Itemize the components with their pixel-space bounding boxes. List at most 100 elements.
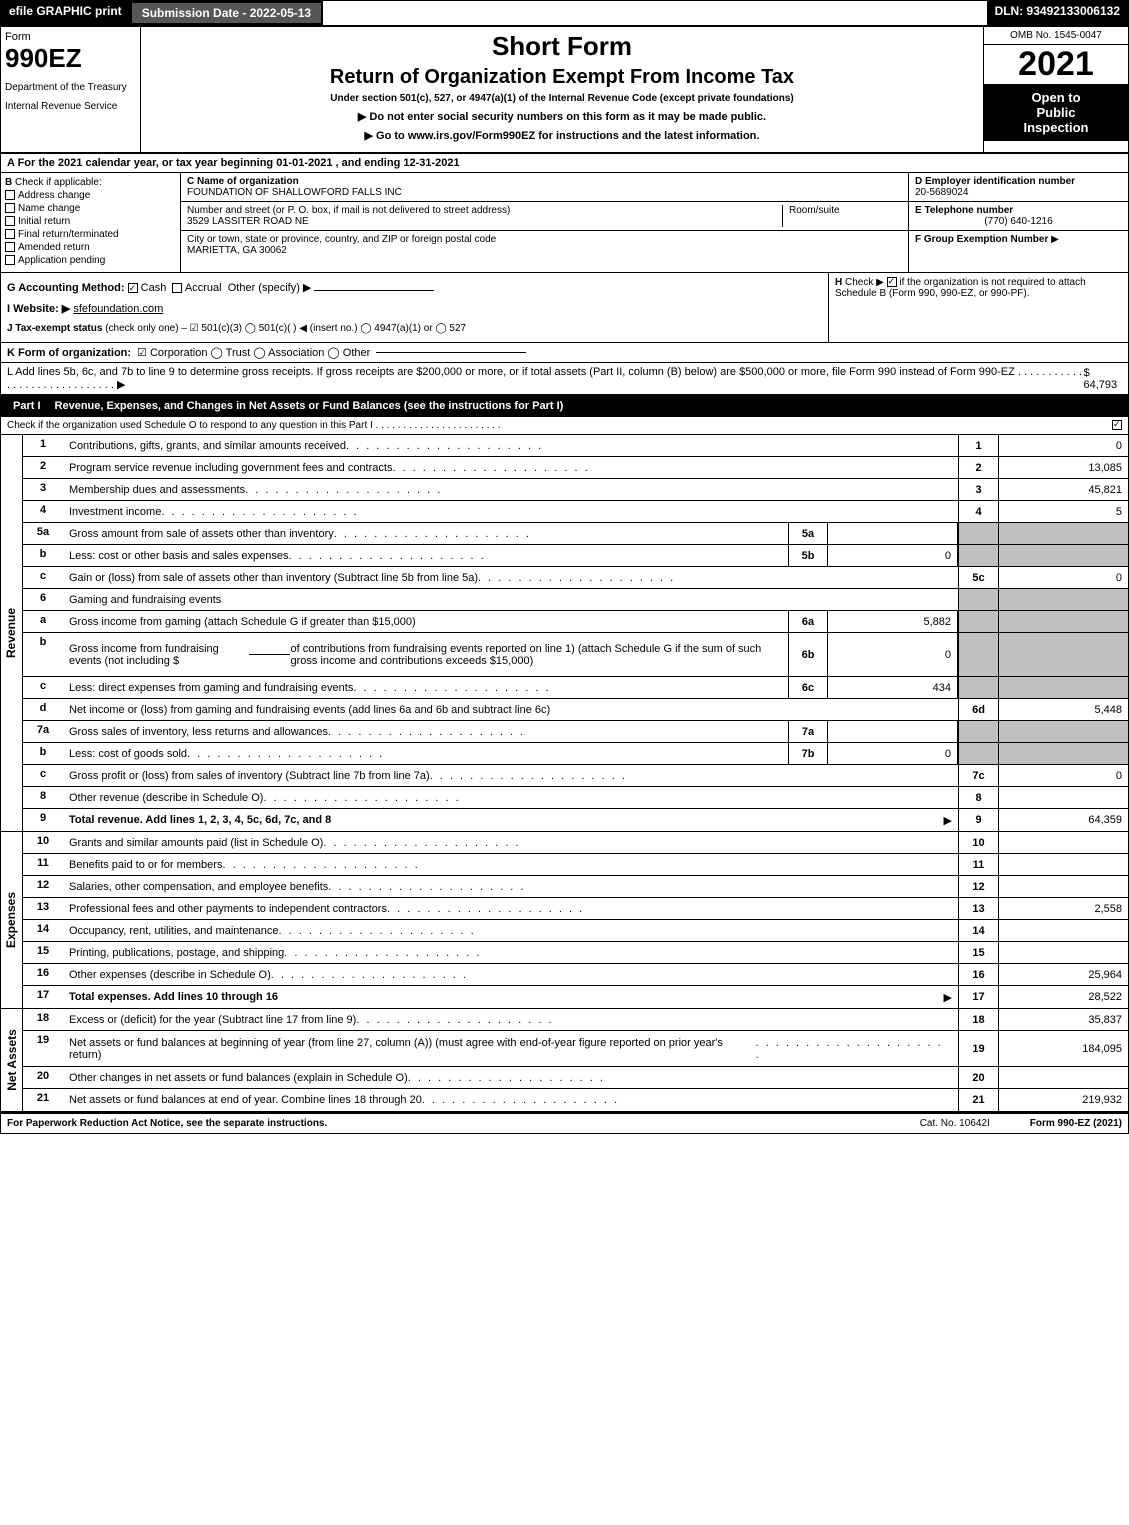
- chk-amended[interactable]: Amended return: [5, 242, 176, 253]
- line-5c: cGain or (loss) from sale of assets othe…: [23, 567, 1128, 589]
- efile-label: efile GRAPHIC print: [1, 1, 130, 25]
- l-amount: $ 64,793: [1083, 367, 1122, 391]
- chk-accrual[interactable]: [172, 283, 182, 293]
- dept-treasury: Department of the Treasury: [5, 82, 136, 93]
- page-footer: For Paperwork Reduction Act Notice, see …: [1, 1113, 1128, 1133]
- header-mid: Short Form Return of Organization Exempt…: [141, 27, 983, 152]
- line-12: 12Salaries, other compensation, and empl…: [23, 876, 1128, 898]
- form-word: Form: [5, 31, 136, 43]
- ein-val: 20-5689024: [915, 187, 1122, 198]
- short-form-title: Short Form: [145, 31, 979, 62]
- line-18: 18Excess or (deficit) for the year (Subt…: [23, 1009, 1128, 1031]
- grp-row: F Group Exemption Number ▶: [909, 231, 1128, 248]
- form-990ez: efile GRAPHIC print Submission Date - 20…: [0, 0, 1129, 1134]
- chk-pending[interactable]: Application pending: [5, 255, 176, 266]
- line-7b: bLess: cost of goods sold7b0: [23, 743, 1128, 765]
- line-19: 19Net assets or fund balances at beginni…: [23, 1031, 1128, 1067]
- part-i-label: Part I: [7, 398, 47, 414]
- open-line2: Public: [990, 105, 1122, 120]
- chk-name-change[interactable]: Name change: [5, 203, 176, 214]
- line-3: 3Membership dues and assessments345,821: [23, 479, 1128, 501]
- g-accounting: G Accounting Method: Cash Accrual Other …: [1, 273, 828, 342]
- line-16: 16Other expenses (describe in Schedule O…: [23, 964, 1128, 986]
- line-6a: aGross income from gaming (attach Schedu…: [23, 611, 1128, 633]
- form-header: Form 990EZ Department of the Treasury In…: [1, 27, 1128, 154]
- chk-h[interactable]: [887, 277, 897, 287]
- line-6c: cLess: direct expenses from gaming and f…: [23, 677, 1128, 699]
- g-label: G Accounting Method:: [7, 282, 125, 294]
- side-revenue: Revenue: [1, 435, 23, 831]
- i-label: I Website: ▶: [7, 303, 70, 315]
- l-text: L Add lines 5b, 6c, and 7b to line 9 to …: [7, 366, 1083, 391]
- j-label: J Tax-exempt status: [7, 323, 102, 334]
- ein-row: D Employer identification number 20-5689…: [909, 173, 1128, 202]
- line-2: 2Program service revenue including gover…: [23, 457, 1128, 479]
- line-6d: dNet income or (loss) from gaming and fu…: [23, 699, 1128, 721]
- part-i-header: Part I Revenue, Expenses, and Changes in…: [1, 395, 1128, 417]
- line-7a: 7aGross sales of inventory, less returns…: [23, 721, 1128, 743]
- side-netassets: Net Assets: [1, 1009, 23, 1111]
- open-line3: Inspection: [990, 120, 1122, 135]
- line-7c: cGross profit or (loss) from sales of in…: [23, 765, 1128, 787]
- tel-row: E Telephone number (770) 640-1216: [909, 202, 1128, 231]
- open-line1: Open to: [990, 90, 1122, 105]
- col-d: D Employer identification number 20-5689…: [908, 173, 1128, 272]
- under-section: Under section 501(c), 527, or 4947(a)(1)…: [145, 93, 979, 104]
- submission-date: Submission Date - 2022-05-13: [130, 1, 323, 25]
- grp-arrow: ▶: [1051, 234, 1059, 245]
- addr-label: Number and street (or P. O. box, if mail…: [187, 205, 782, 216]
- header-left: Form 990EZ Department of the Treasury In…: [1, 27, 141, 152]
- line-6: 6Gaming and fundraising events: [23, 589, 1128, 611]
- tel-val: (770) 640-1216: [915, 216, 1122, 227]
- b-label: B: [5, 177, 12, 188]
- expenses-grid: Expenses 10Grants and similar amounts pa…: [1, 832, 1128, 1009]
- chk-address-change[interactable]: Address change: [5, 190, 176, 201]
- section-gh: G Accounting Method: Cash Accrual Other …: [1, 273, 1128, 343]
- line-13: 13Professional fees and other payments t…: [23, 898, 1128, 920]
- room-suite: Room/suite: [782, 205, 902, 227]
- line-5a: 5aGross amount from sale of assets other…: [23, 523, 1128, 545]
- k-label: K Form of organization:: [7, 347, 131, 359]
- line-4: 4Investment income45: [23, 501, 1128, 523]
- cat-no: Cat. No. 10642I: [920, 1118, 990, 1129]
- grp-label: F Group Exemption Number: [915, 234, 1048, 245]
- return-title: Return of Organization Exempt From Incom…: [145, 66, 979, 89]
- netassets-grid: Net Assets 18Excess or (deficit) for the…: [1, 1009, 1128, 1113]
- omb-number: OMB No. 1545-0047: [984, 27, 1128, 45]
- website-link[interactable]: sfefoundation.com: [73, 303, 163, 315]
- line-10: 10Grants and similar amounts paid (list …: [23, 832, 1128, 854]
- chk-final-return[interactable]: Final return/terminated: [5, 229, 176, 240]
- row-k: K Form of organization: ☑ Corporation ◯ …: [1, 343, 1128, 363]
- line-8: 8Other revenue (describe in Schedule O)8: [23, 787, 1128, 809]
- city-row: City or town, state or province, country…: [181, 231, 908, 259]
- pra-notice: For Paperwork Reduction Act Notice, see …: [7, 1118, 327, 1129]
- city-label: City or town, state or province, country…: [187, 234, 496, 245]
- line-1: 1Contributions, gifts, grants, and simil…: [23, 435, 1128, 457]
- line-5b: bLess: cost or other basis and sales exp…: [23, 545, 1128, 567]
- line-11: 11Benefits paid to or for members11: [23, 854, 1128, 876]
- ein-label: D Employer identification number: [915, 176, 1122, 187]
- website-note: ▶ Go to www.irs.gov/Form990EZ for instru…: [145, 129, 979, 142]
- dln: DLN: 93492133006132: [987, 1, 1128, 25]
- chk-cash[interactable]: [128, 283, 138, 293]
- addr-row: Number and street (or P. O. box, if mail…: [181, 202, 908, 231]
- h-label: H: [835, 277, 842, 288]
- org-name: FOUNDATION OF SHALLOWFORD FALLS INC: [187, 187, 402, 198]
- part-i-desc: Revenue, Expenses, and Changes in Net As…: [55, 400, 1122, 412]
- line-9: 9Total revenue. Add lines 1, 2, 3, 4, 5c…: [23, 809, 1128, 831]
- chk-schedule-o[interactable]: [1112, 420, 1122, 430]
- tax-year: 2021: [984, 45, 1128, 84]
- line-6b: bGross income from fundraising events (n…: [23, 633, 1128, 677]
- name-label: C Name of organization: [187, 176, 402, 187]
- form-ref: Form 990-EZ (2021): [1030, 1118, 1122, 1129]
- dept-irs: Internal Revenue Service: [5, 101, 136, 112]
- section-a: A For the 2021 calendar year, or tax yea…: [1, 154, 1128, 173]
- tel-label: E Telephone number: [915, 205, 1122, 216]
- k-text: ☑ Corporation ◯ Trust ◯ Association ◯ Ot…: [137, 346, 370, 359]
- chk-initial-return[interactable]: Initial return: [5, 216, 176, 227]
- check-if: Check if applicable:: [15, 177, 102, 188]
- col-b: B Check if applicable: Address change Na…: [1, 173, 181, 272]
- revenue-grid: Revenue 1Contributions, gifts, grants, a…: [1, 435, 1128, 832]
- line-21: 21Net assets or fund balances at end of …: [23, 1089, 1128, 1111]
- street-addr: 3529 LASSITER ROAD NE: [187, 216, 782, 227]
